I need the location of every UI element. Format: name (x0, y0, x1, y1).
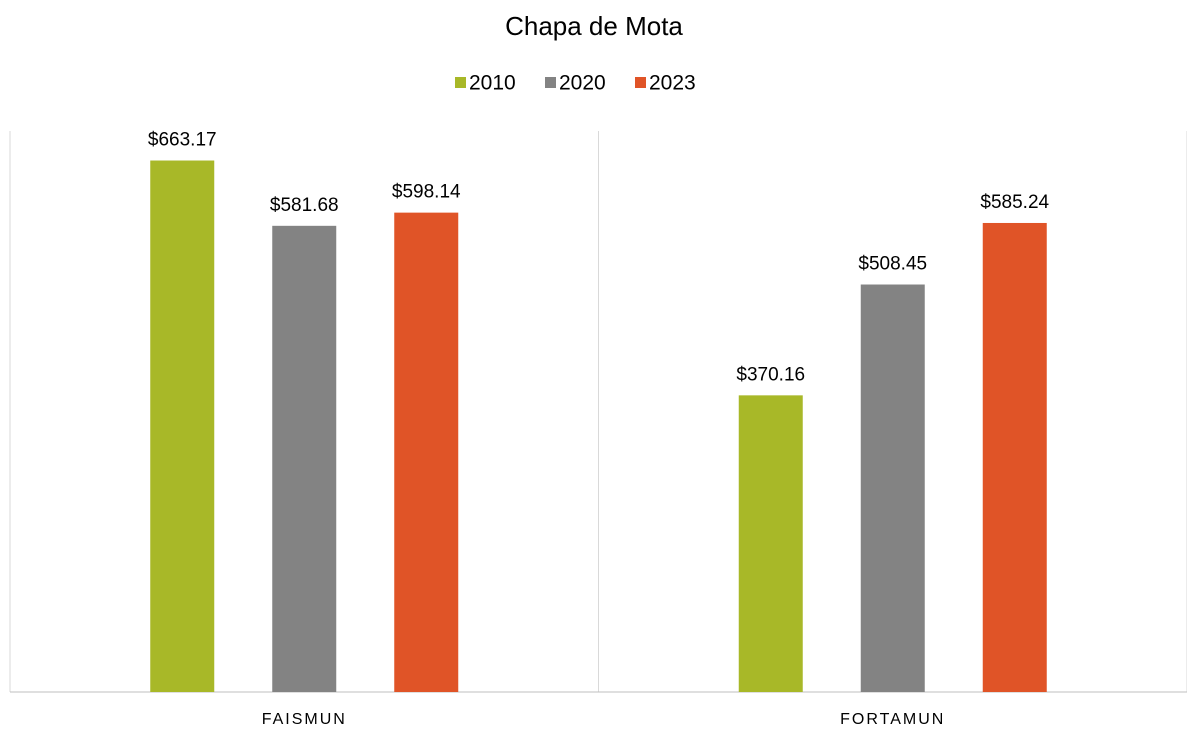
data-label: $585.24 (980, 192, 1049, 213)
x-tick-label: FORTAMUN (840, 711, 945, 728)
bar (860, 284, 925, 692)
data-label: $508.45 (858, 254, 927, 275)
bar (982, 222, 1047, 693)
data-label: $663.17 (148, 130, 217, 151)
data-label: $598.14 (392, 182, 461, 203)
bar (272, 225, 337, 693)
bar (394, 212, 459, 692)
legend-swatch (455, 77, 466, 88)
data-label: $370.16 (736, 364, 805, 385)
legend-swatch (635, 77, 646, 88)
chart-title: Chapa de Mota (505, 11, 683, 41)
legend-label: 2023 (649, 72, 696, 95)
x-tick-label: FAISMUN (262, 711, 347, 728)
legend-label: 2010 (469, 72, 516, 95)
legend-swatch (545, 77, 556, 88)
bar (150, 160, 215, 693)
data-label: $581.68 (270, 195, 339, 216)
bar (738, 395, 803, 692)
legend-label: 2020 (559, 72, 606, 95)
